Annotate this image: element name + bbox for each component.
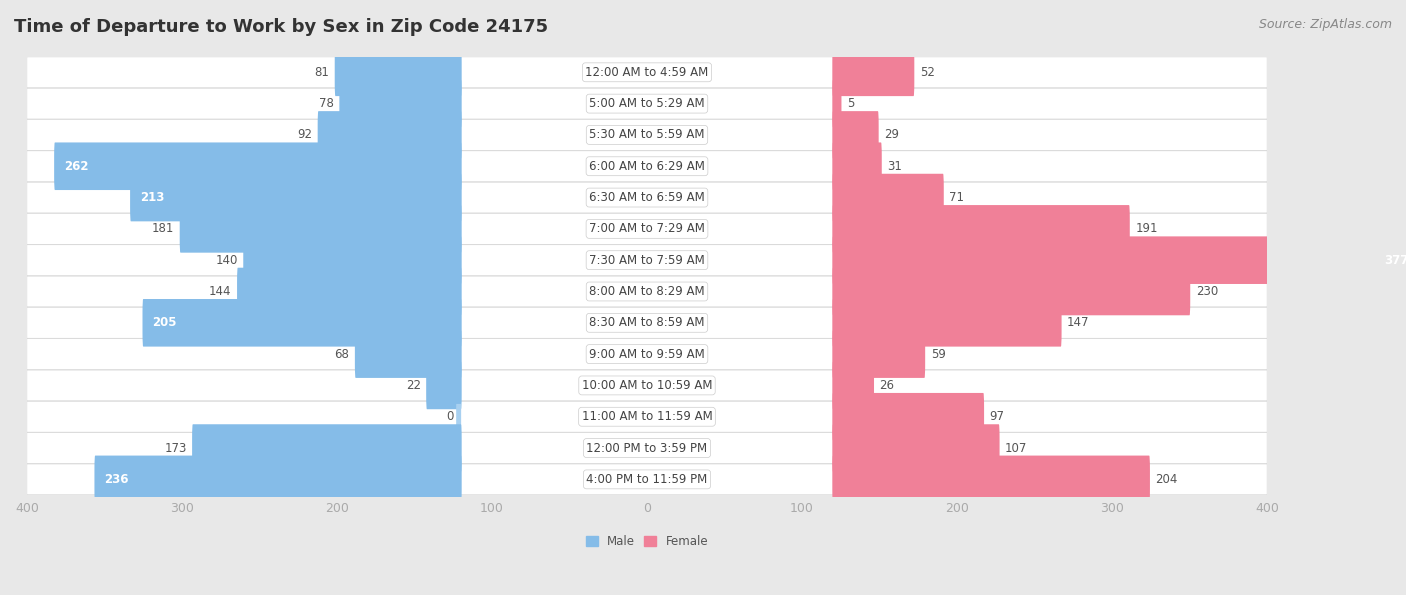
FancyBboxPatch shape — [180, 205, 461, 253]
Text: 173: 173 — [165, 441, 187, 455]
FancyBboxPatch shape — [27, 370, 1267, 401]
Text: Source: ZipAtlas.com: Source: ZipAtlas.com — [1258, 18, 1392, 31]
Text: 29: 29 — [884, 129, 900, 142]
FancyBboxPatch shape — [131, 174, 461, 221]
FancyBboxPatch shape — [27, 57, 1267, 87]
Text: 6:30 AM to 6:59 AM: 6:30 AM to 6:59 AM — [589, 191, 704, 204]
Text: 68: 68 — [335, 347, 349, 361]
FancyBboxPatch shape — [832, 330, 925, 378]
Text: 236: 236 — [104, 473, 129, 486]
Text: 5:00 AM to 5:29 AM: 5:00 AM to 5:29 AM — [589, 97, 704, 110]
Text: 22: 22 — [406, 379, 420, 392]
FancyBboxPatch shape — [27, 464, 1267, 494]
Text: 81: 81 — [315, 66, 329, 79]
FancyBboxPatch shape — [27, 245, 1267, 275]
Text: 5:30 AM to 5:59 AM: 5:30 AM to 5:59 AM — [589, 129, 704, 142]
FancyBboxPatch shape — [243, 236, 461, 284]
Text: 6:00 AM to 6:29 AM: 6:00 AM to 6:29 AM — [589, 159, 704, 173]
Legend: Male, Female: Male, Female — [586, 535, 709, 548]
FancyBboxPatch shape — [27, 402, 1267, 432]
FancyBboxPatch shape — [238, 268, 461, 315]
Text: 5: 5 — [846, 97, 855, 110]
FancyBboxPatch shape — [832, 393, 984, 440]
FancyBboxPatch shape — [94, 456, 461, 503]
Text: 26: 26 — [880, 379, 894, 392]
Text: 4:00 PM to 11:59 PM: 4:00 PM to 11:59 PM — [586, 473, 707, 486]
FancyBboxPatch shape — [27, 308, 1267, 338]
FancyBboxPatch shape — [832, 80, 841, 127]
Text: 59: 59 — [931, 347, 946, 361]
Text: Time of Departure to Work by Sex in Zip Code 24175: Time of Departure to Work by Sex in Zip … — [14, 18, 548, 36]
FancyBboxPatch shape — [426, 362, 461, 409]
Text: 92: 92 — [297, 129, 312, 142]
FancyBboxPatch shape — [27, 88, 1267, 119]
FancyBboxPatch shape — [832, 299, 1062, 347]
FancyBboxPatch shape — [55, 142, 461, 190]
FancyBboxPatch shape — [832, 456, 1150, 503]
Text: 213: 213 — [141, 191, 165, 204]
Text: 71: 71 — [949, 191, 965, 204]
FancyBboxPatch shape — [27, 151, 1267, 181]
FancyBboxPatch shape — [27, 433, 1267, 464]
FancyBboxPatch shape — [456, 404, 461, 430]
Text: 147: 147 — [1067, 317, 1090, 329]
Text: 11:00 AM to 11:59 AM: 11:00 AM to 11:59 AM — [582, 410, 713, 423]
Text: 0: 0 — [446, 410, 453, 423]
FancyBboxPatch shape — [142, 299, 461, 347]
FancyBboxPatch shape — [832, 142, 882, 190]
Text: 8:30 AM to 8:59 AM: 8:30 AM to 8:59 AM — [589, 317, 704, 329]
Text: 107: 107 — [1005, 441, 1028, 455]
Text: 31: 31 — [887, 159, 903, 173]
Text: 377: 377 — [1384, 253, 1406, 267]
Text: 191: 191 — [1135, 223, 1157, 236]
FancyBboxPatch shape — [832, 236, 1406, 284]
Text: 205: 205 — [152, 317, 177, 329]
Text: 78: 78 — [319, 97, 333, 110]
Text: 12:00 PM to 3:59 PM: 12:00 PM to 3:59 PM — [586, 441, 707, 455]
FancyBboxPatch shape — [354, 330, 461, 378]
Text: 7:30 AM to 7:59 AM: 7:30 AM to 7:59 AM — [589, 253, 704, 267]
Text: 144: 144 — [209, 285, 232, 298]
FancyBboxPatch shape — [832, 174, 943, 221]
FancyBboxPatch shape — [832, 49, 914, 96]
FancyBboxPatch shape — [27, 182, 1267, 213]
FancyBboxPatch shape — [339, 80, 461, 127]
Text: 7:00 AM to 7:29 AM: 7:00 AM to 7:29 AM — [589, 223, 704, 236]
FancyBboxPatch shape — [27, 214, 1267, 244]
FancyBboxPatch shape — [335, 49, 461, 96]
FancyBboxPatch shape — [27, 339, 1267, 369]
FancyBboxPatch shape — [318, 111, 461, 159]
Text: 52: 52 — [920, 66, 935, 79]
FancyBboxPatch shape — [832, 205, 1130, 253]
Text: 97: 97 — [990, 410, 1004, 423]
FancyBboxPatch shape — [193, 424, 461, 472]
Text: 140: 140 — [215, 253, 238, 267]
Text: 204: 204 — [1156, 473, 1178, 486]
Text: 262: 262 — [65, 159, 89, 173]
Text: 181: 181 — [152, 223, 174, 236]
FancyBboxPatch shape — [27, 276, 1267, 307]
Text: 12:00 AM to 4:59 AM: 12:00 AM to 4:59 AM — [585, 66, 709, 79]
FancyBboxPatch shape — [832, 362, 875, 409]
FancyBboxPatch shape — [832, 268, 1191, 315]
FancyBboxPatch shape — [832, 111, 879, 159]
Text: 8:00 AM to 8:29 AM: 8:00 AM to 8:29 AM — [589, 285, 704, 298]
Text: 230: 230 — [1195, 285, 1218, 298]
Text: 9:00 AM to 9:59 AM: 9:00 AM to 9:59 AM — [589, 347, 704, 361]
Text: 10:00 AM to 10:59 AM: 10:00 AM to 10:59 AM — [582, 379, 713, 392]
FancyBboxPatch shape — [27, 120, 1267, 151]
FancyBboxPatch shape — [832, 424, 1000, 472]
